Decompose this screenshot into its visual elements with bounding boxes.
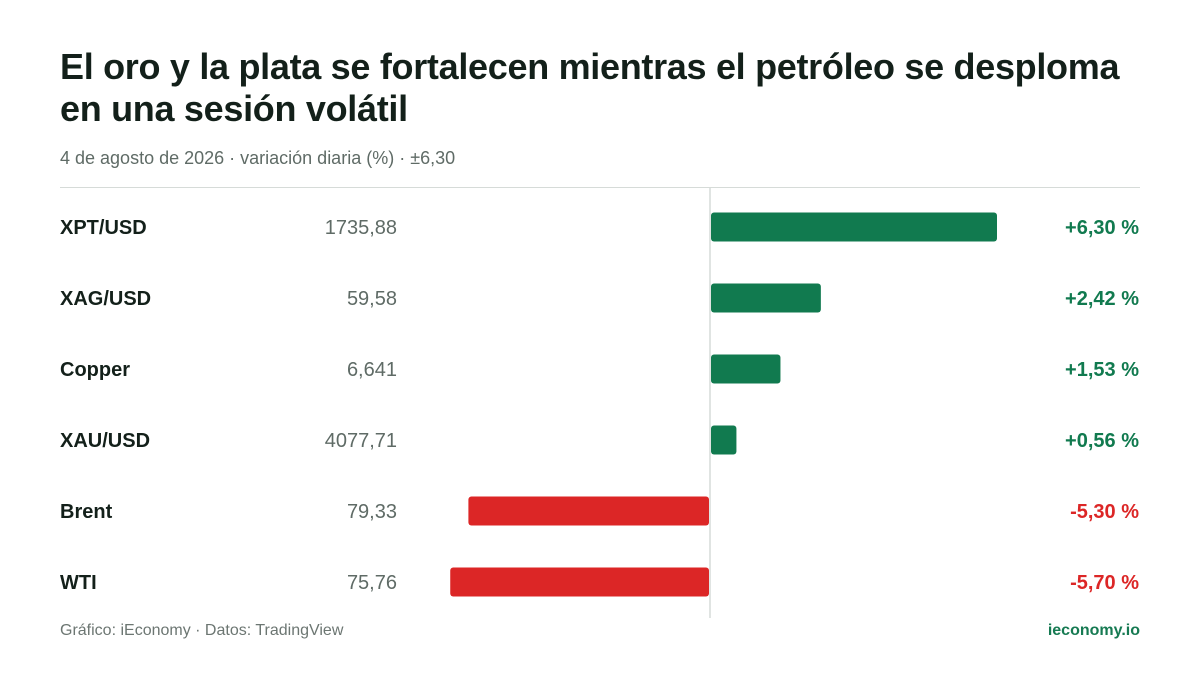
category-label: XAG/USD [60,288,151,310]
value-label: -5,70 % [1070,572,1139,594]
bar-positive [711,212,997,242]
price-label: 4077,71 [325,430,397,452]
value-label: +2,42 % [1065,288,1139,310]
bar-negative [450,567,709,597]
bar-positive [711,354,781,384]
category-label: Copper [60,359,130,381]
category-label: XPT/USD [60,217,147,239]
bar-positive [711,283,821,313]
bar-negative [468,496,709,526]
value-label: +0,56 % [1065,430,1139,452]
price-label: 6,641 [347,359,397,381]
chart-subtitle: 4 de agosto de 2026 · variación diaria (… [60,148,456,168]
bar-row: WTI 75,76 -5,70 % [60,567,1139,597]
diverging-bar-chart: XPT/USD 1735,88 +6,30 % XAG/USD 59,58 +2,42 %… [60,188,1139,618]
value-label: +1,53 % [1065,359,1139,381]
bar-row: XAU/USD 4077,71 +0,56 % [60,425,1139,455]
category-label: Brent [60,501,113,523]
bar-row: XPT/USD 1735,88 +6,30 % [60,212,1139,242]
category-label: WTI [60,572,97,594]
price-label: 1735,88 [325,217,397,239]
value-label: -5,30 % [1070,501,1139,523]
footer-brand: ieconomy.io [1047,622,1140,639]
price-label: 59,58 [347,288,397,310]
chart-title: El oro y la plata se fortalecen mientras… [60,46,1120,129]
value-label: +6,30 % [1065,217,1139,239]
bar-row: XAG/USD 59,58 +2,42 % [60,283,1139,313]
price-label: 75,76 [347,572,397,594]
header-divider [60,187,1140,188]
bar-row: Copper 6,641 +1,53 % [60,354,1139,384]
category-label: XAU/USD [60,430,150,452]
footer-source: Gráfico: iEconomy · Datos: TradingView [60,622,344,639]
price-label: 79,33 [347,501,397,523]
bar-row: Brent 79,33 -5,30 % [60,496,1139,526]
bar-positive [711,425,737,455]
